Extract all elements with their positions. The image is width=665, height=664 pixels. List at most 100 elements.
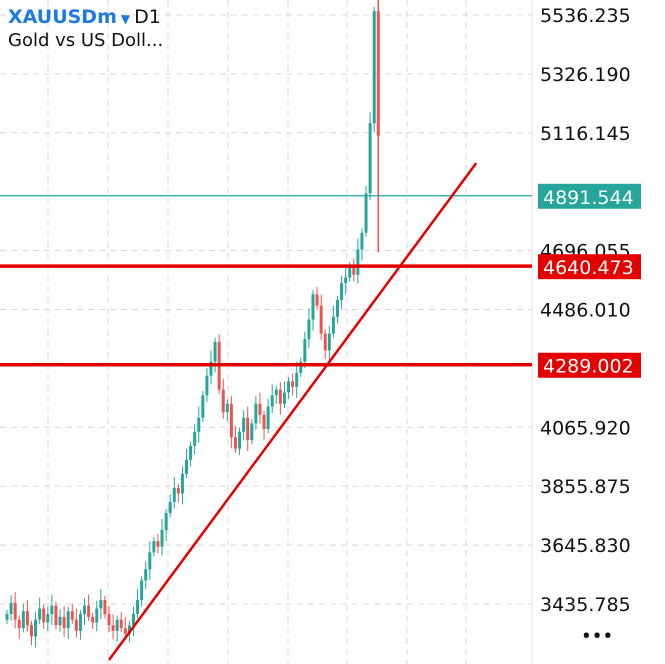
candle-body (152, 541, 156, 553)
candle-body (115, 619, 119, 631)
candle-body (368, 123, 372, 194)
dropdown-triangle-icon[interactable]: ▼ (120, 12, 131, 26)
candle-body (180, 473, 184, 494)
more-horizontal-icon[interactable]: ••• (582, 622, 615, 652)
horizontal-line-tag (538, 352, 641, 378)
candle-body (107, 614, 111, 626)
candle-body (160, 529, 164, 547)
candle-body (356, 249, 360, 275)
candle-body (327, 333, 331, 351)
y-tick-label: 5116.145 (540, 123, 631, 145)
candle-body (352, 266, 356, 275)
horizontal-line-label: 4640.473 (543, 257, 634, 279)
candle-body (21, 611, 25, 629)
candle-body (189, 445, 193, 460)
candle-body (225, 403, 229, 413)
candle-body (201, 395, 205, 418)
candle-body (270, 395, 274, 407)
candle-body (5, 614, 9, 620)
timeframe-label[interactable]: D1 (134, 6, 161, 28)
candle-body (274, 389, 278, 396)
current-price-tag (538, 183, 641, 209)
candle-body (144, 569, 148, 581)
candle-body (209, 361, 213, 376)
candle-body (278, 389, 282, 404)
candle-body (348, 266, 352, 278)
candle-body (70, 611, 74, 620)
candle-body (34, 619, 38, 637)
candle-body (103, 600, 107, 615)
candle-body (331, 316, 335, 334)
candle-body (238, 431, 242, 449)
candle-body (372, 11, 376, 124)
candle-body (17, 619, 21, 629)
candle-body (119, 619, 123, 629)
candle-body (221, 389, 225, 413)
chart-header: XAUUSDm ▼ D1 Gold vs US Doll... (8, 6, 163, 51)
candle-body (299, 361, 303, 373)
candle-body (131, 614, 135, 626)
y-tick-label: 5536.235 (540, 5, 631, 27)
candle-body (46, 614, 50, 623)
candle-body (185, 459, 189, 474)
y-tick-label: 4065.920 (540, 417, 631, 439)
candle-body (295, 372, 299, 387)
symbol-selector[interactable]: XAUUSDm (8, 6, 117, 28)
candle-body (360, 232, 364, 250)
candle-body (242, 417, 246, 432)
candle-body (87, 605, 91, 617)
candle-body (50, 605, 54, 615)
candle-body (66, 611, 70, 629)
candle-body (197, 417, 201, 432)
candle-body (250, 423, 254, 441)
y-tick-label: 3645.830 (540, 535, 631, 557)
candle-body (287, 381, 291, 393)
candle-body (148, 552, 152, 570)
candle-body (54, 605, 58, 626)
candle-body (136, 600, 140, 615)
candle-body (282, 392, 286, 404)
candle-body (291, 381, 295, 387)
candle-body (29, 625, 33, 637)
candle-body (123, 628, 127, 634)
candle-body (262, 414, 266, 429)
candle-body (78, 614, 82, 631)
candle-body (307, 319, 311, 340)
candle-body (9, 602, 13, 615)
candle-body (319, 305, 323, 334)
candle-body (315, 294, 319, 306)
candle-body (13, 602, 17, 620)
candle-body (127, 625, 131, 634)
candle-body (58, 616, 62, 626)
candle-body (25, 611, 29, 626)
candle-body (176, 487, 180, 494)
candle-body (266, 406, 270, 429)
candle-body (246, 417, 250, 441)
candle-body (156, 541, 160, 547)
horizontal-line-tag (538, 254, 641, 280)
candle-body (91, 616, 95, 623)
candle-body (254, 403, 258, 424)
candle-body (323, 333, 327, 351)
candle-body (140, 580, 144, 601)
candle-body (99, 600, 103, 609)
candle-body (62, 616, 66, 629)
candle-body (205, 375, 209, 396)
candle-body (344, 277, 348, 284)
symbol-description: Gold vs US Doll... (8, 30, 164, 51)
candle-body (38, 608, 42, 620)
candle-body (172, 487, 176, 502)
candle-body (311, 294, 315, 320)
candle-body (340, 283, 344, 300)
candle-body (233, 437, 237, 449)
candle-body (193, 431, 197, 446)
y-tick-label: 5326.190 (540, 64, 631, 86)
candle-body (111, 625, 115, 631)
trendline[interactable] (107, 162, 478, 661)
candle-body (168, 501, 172, 514)
candle-body (364, 193, 368, 233)
candle-body (83, 605, 87, 615)
candle-body (42, 608, 46, 623)
y-tick-label: 3855.875 (540, 476, 631, 498)
